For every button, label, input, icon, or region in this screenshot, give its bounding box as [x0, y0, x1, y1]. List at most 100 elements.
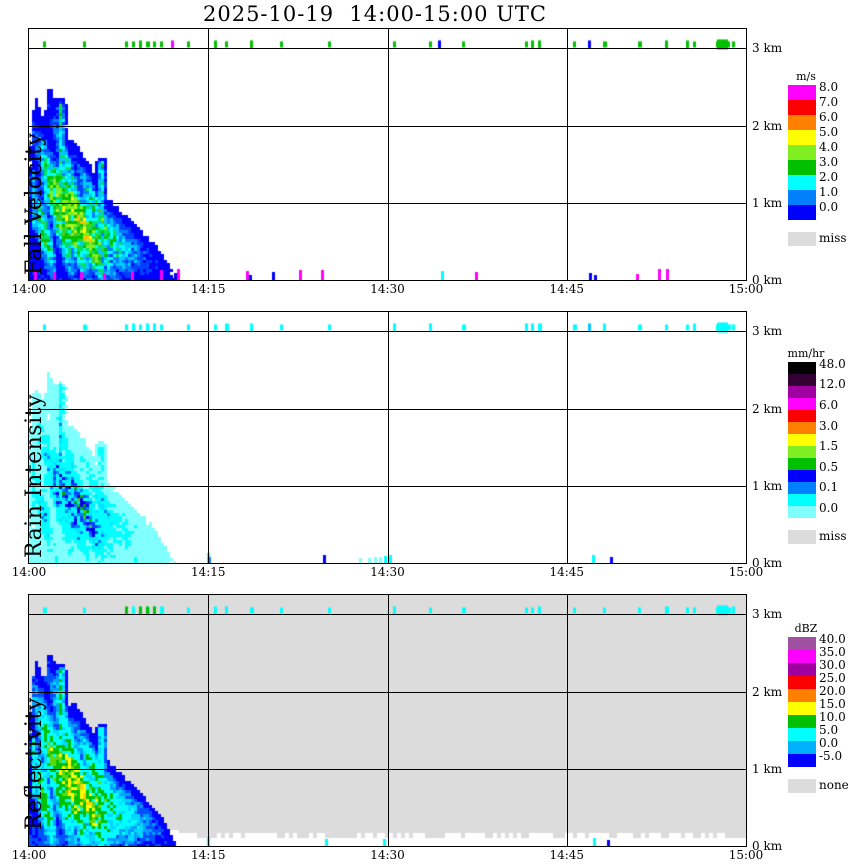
fall-velocity-data-layer — [29, 29, 746, 280]
colorbar-tick-label: 1.5 — [819, 439, 839, 454]
colorbar-swatch — [788, 637, 816, 650]
colorbar-tick-label: 2.0 — [819, 170, 839, 185]
gridline-horizontal — [29, 126, 746, 127]
colorbar-swatch — [788, 676, 816, 689]
colorbar-tick-label: 10.0 — [819, 709, 846, 724]
colorbar-missing-label: miss — [819, 529, 847, 543]
colorbar-tick-label: 3.0 — [819, 155, 839, 170]
colorbar-tick-label: 5.0 — [819, 722, 839, 737]
colorbar-tick-label: 0.0 — [819, 200, 839, 215]
colorbar-swatch — [788, 715, 816, 728]
colorbar-swatch — [788, 434, 816, 446]
colorbar-swatch — [788, 130, 816, 145]
gridline-horizontal — [29, 331, 746, 332]
colorbar-unit-label: mm/hr — [787, 347, 825, 360]
colorbar-swatch — [788, 458, 816, 470]
colorbar-tick-label: 0.5 — [819, 459, 839, 474]
colorbar-swatch — [788, 190, 816, 205]
colorbar-swatch — [788, 689, 816, 702]
y-axis-tick-label: 2 km — [752, 401, 783, 416]
gridline-vertical — [388, 29, 389, 280]
colorbar-tick-label: 0.1 — [819, 480, 839, 495]
colorbar-swatch — [788, 422, 816, 434]
gridline-vertical — [208, 312, 209, 563]
colorbar-swatch — [788, 650, 816, 663]
colorbar-tick-label: 4.0 — [819, 140, 839, 155]
y-axis-tick-label: 3 km — [752, 41, 783, 56]
y-axis-tick-label: 2 km — [752, 684, 783, 699]
y-axis-tick-label: 1 km — [752, 761, 783, 776]
colorbar-tick-label: 20.0 — [819, 683, 846, 698]
gridline-horizontal — [29, 409, 746, 410]
colorbar-swatch — [788, 470, 816, 482]
gridline-horizontal — [29, 614, 746, 615]
y-axis-tick-label: 3 km — [752, 607, 783, 622]
colorbar-missing-swatch — [788, 779, 816, 793]
y-axis-tick-label: 0 km — [752, 556, 783, 570]
panel-rain-intensity-ylabel: Rain Intensity — [22, 394, 47, 558]
colorbar-tick-label: 30.0 — [819, 657, 846, 672]
gridline-vertical — [388, 312, 389, 563]
gridline-vertical — [567, 312, 568, 563]
colorbar-tick-label: 5.0 — [819, 125, 839, 140]
x-axis-tick-label: 14:00 — [11, 282, 47, 296]
x-axis-tick-label: 14:15 — [190, 565, 226, 579]
colorbar-tick-label: 0.0 — [819, 735, 839, 750]
x-axis-tick-label: 15:00 — [728, 565, 764, 579]
colorbar-swatch — [788, 145, 816, 160]
colorbar-missing-swatch — [788, 232, 816, 246]
colorbar-swatch — [788, 446, 816, 458]
x-axis-tick-label: 14:45 — [549, 848, 585, 862]
gridline-vertical — [208, 595, 209, 846]
colorbar-tick-label: 6.0 — [819, 397, 839, 412]
y-axis-tick-label: 1 km — [752, 195, 783, 210]
gridline-vertical — [567, 595, 568, 846]
gridline-horizontal — [29, 203, 746, 204]
gridline-horizontal — [29, 48, 746, 49]
colorbar-tick-label: -5.0 — [819, 748, 843, 763]
figure-title: 2025-10-19 14:00-15:00 UTC — [202, 2, 547, 26]
x-axis-tick-label: 14:45 — [549, 565, 585, 579]
colorbar-tick-label: 35.0 — [819, 644, 846, 659]
x-axis-tick-label: 14:15 — [190, 848, 226, 862]
x-axis-tick-label: 14:00 — [11, 565, 47, 579]
reflectivity-data-layer — [29, 595, 746, 846]
colorbar-swatch — [788, 506, 816, 518]
colorbar-swatch — [788, 741, 816, 754]
colorbar-swatch — [788, 100, 816, 115]
x-axis-tick-label: 14:00 — [11, 848, 47, 862]
colorbar-swatch — [788, 494, 816, 506]
x-axis-tick-label: 14:45 — [549, 282, 585, 296]
colorbar-swatch — [788, 754, 816, 767]
colorbar-swatch — [788, 482, 816, 494]
gridline-vertical — [567, 29, 568, 280]
colorbar-swatch — [788, 362, 816, 374]
panel-fall-velocity — [28, 28, 747, 281]
colorbar-unit-label: dBZ — [794, 622, 818, 635]
panel-rain-intensity — [28, 311, 747, 564]
x-axis-tick-label: 14:15 — [190, 282, 226, 296]
x-axis-tick-label: 14:30 — [370, 282, 405, 296]
colorbar-swatch — [788, 175, 816, 190]
colorbar-missing-label: miss — [819, 231, 847, 245]
colorbar-swatch — [788, 386, 816, 398]
colorbar-tick-label: 40.0 — [819, 631, 846, 646]
colorbar-missing-label: none — [819, 778, 849, 792]
colorbar-tick-label: 12.0 — [819, 377, 846, 392]
colorbar-tick-label: 7.0 — [819, 95, 839, 110]
colorbar-swatch — [788, 702, 816, 715]
y-axis-tick-label: 1 km — [752, 478, 783, 493]
colorbar-swatch — [788, 663, 816, 676]
colorbar-tick-label: 0.0 — [819, 500, 839, 515]
panel-fall-velocity-ylabel: Fall Velocity — [22, 132, 47, 275]
gridline-horizontal — [29, 769, 746, 770]
gridline-horizontal — [29, 692, 746, 693]
colorbar-tick-label: 3.0 — [819, 418, 839, 433]
rain-intensity-data-layer — [29, 312, 746, 563]
colorbar-swatch — [788, 85, 816, 100]
gridline-horizontal — [29, 486, 746, 487]
colorbar-swatch — [788, 410, 816, 422]
colorbar-tick-label: 1.0 — [819, 185, 839, 200]
y-axis-tick-label: 2 km — [752, 118, 783, 133]
